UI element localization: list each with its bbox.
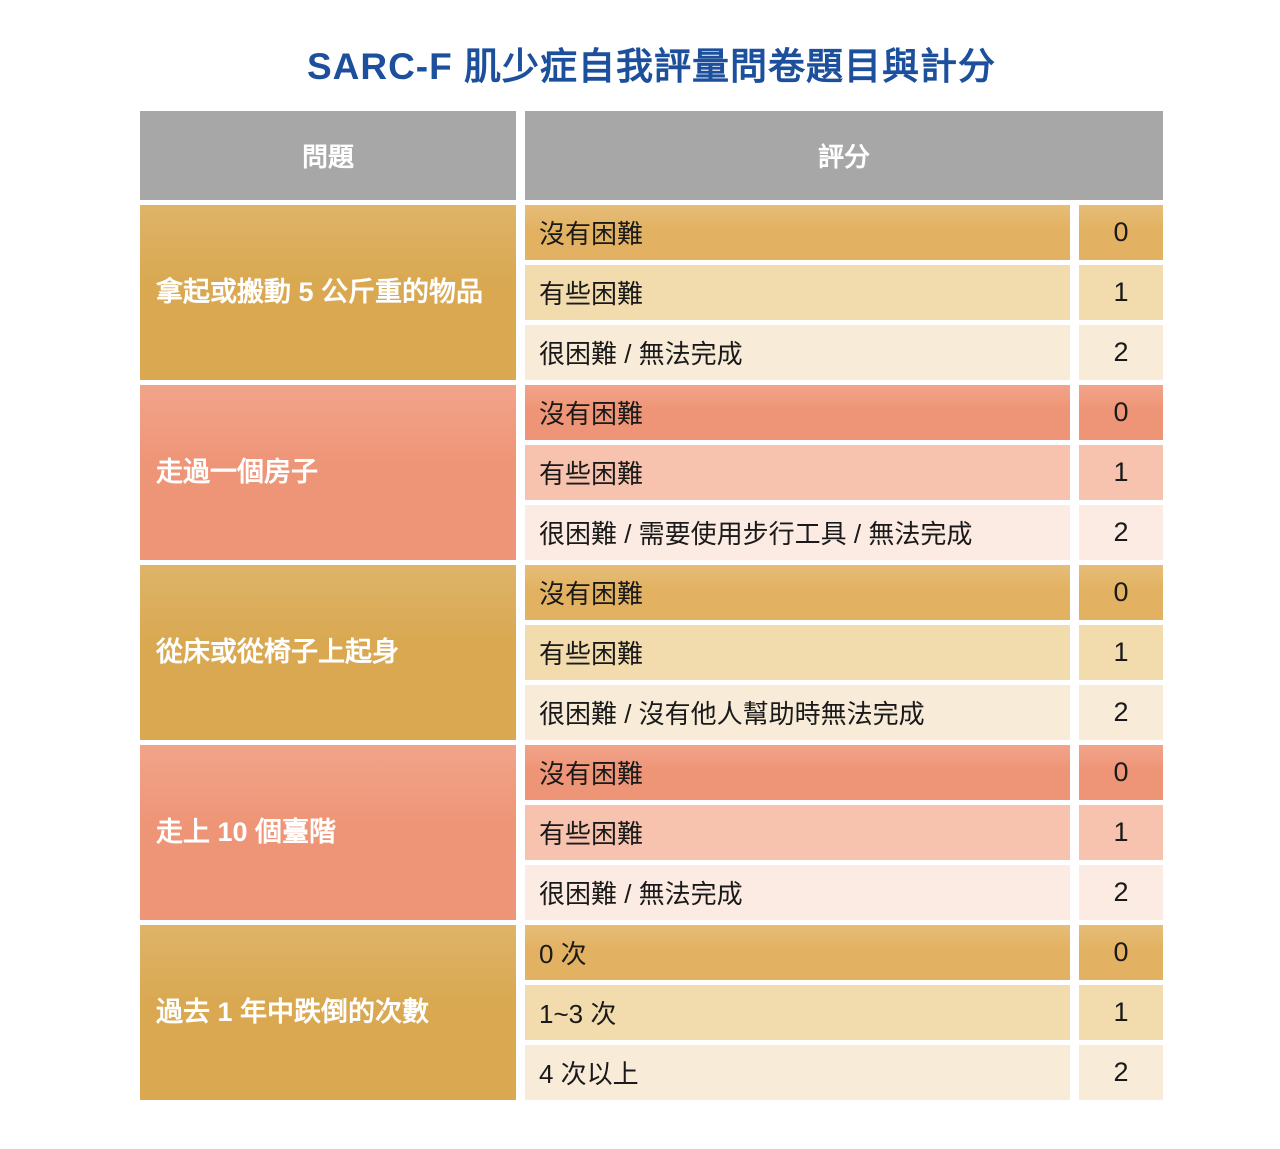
option-label: 1~3 次 — [525, 985, 1070, 1040]
option-label: 很困難 / 無法完成 — [525, 865, 1070, 920]
question-cell-walk-room: 走過一個房子 — [140, 385, 516, 560]
option-score: 0 — [1079, 205, 1163, 260]
option-label: 很困難 / 需要使用步行工具 / 無法完成 — [525, 505, 1070, 560]
option-score: 0 — [1079, 565, 1163, 620]
option-label: 有些困難 — [525, 805, 1070, 860]
page-title: SARC-F 肌少症自我評量問卷題目與計分 — [306, 46, 997, 87]
question-cell-climb-stairs: 走上 10 個臺階 — [140, 745, 516, 920]
column-header-score: 評分 — [525, 111, 1163, 200]
option-score: 1 — [1079, 625, 1163, 680]
option-score: 0 — [1079, 385, 1163, 440]
option-label: 4 次以上 — [525, 1045, 1070, 1100]
option-score: 2 — [1079, 325, 1163, 380]
option-label: 有些困難 — [525, 265, 1070, 320]
question-cell-lift-5kg: 拿起或搬動 5 公斤重的物品 — [140, 205, 516, 380]
option-label: 沒有困難 — [525, 205, 1070, 260]
option-label: 0 次 — [525, 925, 1070, 980]
option-score: 0 — [1079, 745, 1163, 800]
option-score: 0 — [1079, 925, 1163, 980]
option-label: 沒有困難 — [525, 565, 1070, 620]
option-label: 沒有困難 — [525, 745, 1070, 800]
option-score: 2 — [1079, 1045, 1163, 1100]
question-cell-falls-past-year: 過去 1 年中跌倒的次數 — [140, 925, 516, 1100]
option-label: 很困難 / 無法完成 — [525, 325, 1070, 380]
column-header-question: 問題 — [140, 111, 516, 200]
option-score: 1 — [1079, 805, 1163, 860]
option-score: 2 — [1079, 685, 1163, 740]
option-label: 有些困難 — [525, 625, 1070, 680]
option-score: 2 — [1079, 865, 1163, 920]
sarc-f-table: 問題 評分 拿起或搬動 5 公斤重的物品 沒有困難 0 有些困難 1 很困難 /… — [140, 111, 1163, 1100]
option-label: 沒有困難 — [525, 385, 1070, 440]
option-score: 2 — [1079, 505, 1163, 560]
option-label: 有些困難 — [525, 445, 1070, 500]
option-label: 很困難 / 沒有他人幫助時無法完成 — [525, 685, 1070, 740]
option-score: 1 — [1079, 265, 1163, 320]
option-score: 1 — [1079, 985, 1163, 1040]
question-cell-rise-from-chair: 從床或從椅子上起身 — [140, 565, 516, 740]
option-score: 1 — [1079, 445, 1163, 500]
